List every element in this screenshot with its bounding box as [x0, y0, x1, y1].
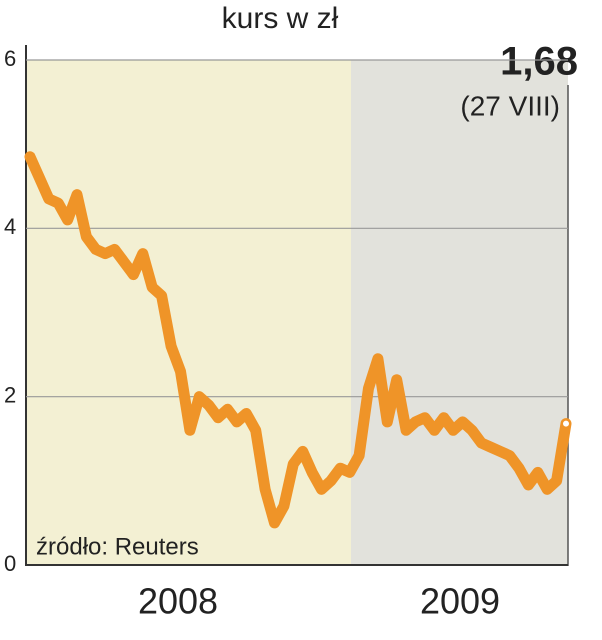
- last-value-label: 1,68: [500, 40, 578, 84]
- y-tick-label: 0: [4, 551, 16, 576]
- last-point: [561, 418, 571, 429]
- chart-title: kurs w zł: [222, 2, 339, 35]
- source: źródło: Reuters: [36, 533, 199, 560]
- year-label: 2009: [420, 581, 500, 622]
- year-band-2008: [27, 60, 351, 565]
- y-tick-label: 2: [4, 382, 16, 407]
- year-band-2009: [351, 60, 568, 565]
- y-tick-label: 4: [4, 214, 16, 239]
- price-line: [24, 151, 572, 529]
- year-label: 2008: [138, 581, 218, 622]
- y-tick-label: 6: [4, 46, 16, 71]
- last-date-label: (27 VIII): [460, 90, 560, 121]
